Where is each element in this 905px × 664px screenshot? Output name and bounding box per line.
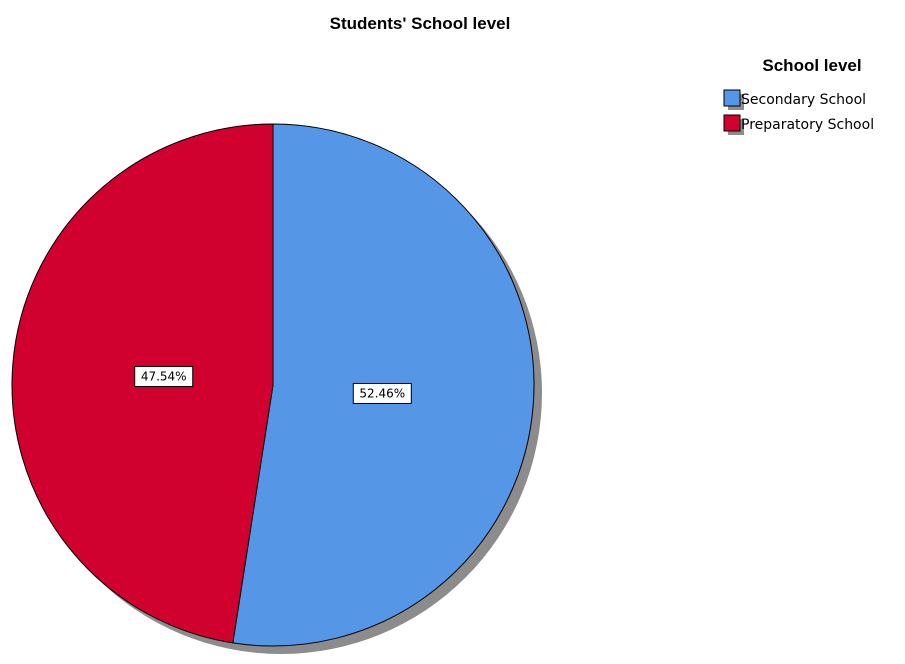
legend-label: Preparatory School	[741, 117, 874, 133]
legend-swatch	[723, 114, 741, 132]
data-label-box	[352, 382, 412, 404]
chart-title: Students' School level	[330, 14, 511, 33]
data-label-box	[134, 366, 194, 388]
pie-data-labels: 52.46% 47.54%	[134, 366, 412, 404]
legend-title: School level	[762, 56, 861, 75]
legend-swatch	[723, 89, 741, 107]
data-label: 47.54%	[141, 370, 187, 384]
legend-items: Secondary School Preparatory School	[723, 89, 874, 135]
legend: School level Secondary School Preparatory…	[723, 56, 874, 135]
legend-label: Secondary School	[741, 92, 866, 108]
data-label: 52.46%	[359, 386, 405, 400]
pie-slices	[11, 123, 535, 647]
